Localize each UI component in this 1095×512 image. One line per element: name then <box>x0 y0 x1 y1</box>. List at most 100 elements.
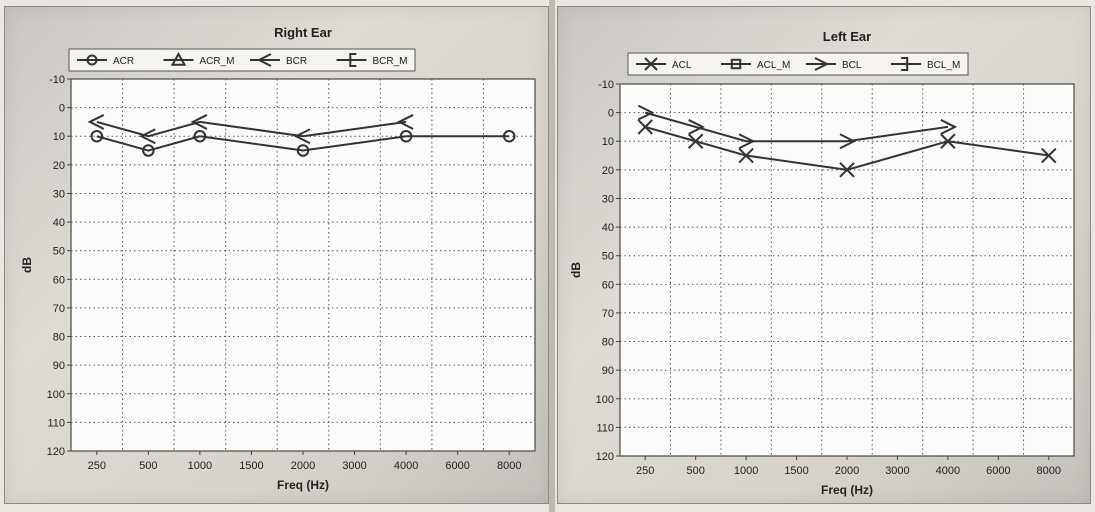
legend-label: ACR <box>113 56 134 67</box>
x-tick-label: 250 <box>636 465 654 477</box>
circle-shape <box>90 129 104 143</box>
x-tick-label: 3000 <box>885 465 909 477</box>
x-tick-label: 1000 <box>734 465 758 477</box>
x-tick-label: 500 <box>139 460 157 472</box>
y-tick-label: 10 <box>602 136 614 148</box>
legend-label: ACR_M <box>200 56 235 67</box>
chevron-shape <box>190 114 208 130</box>
legend-label: ACL <box>672 60 692 71</box>
chart-title: Left Ear <box>823 29 871 44</box>
data-point-acl <box>940 133 956 149</box>
data-point-acr <box>193 129 207 143</box>
data-point-bcl <box>738 133 756 150</box>
x-tick-label: 1000 <box>188 460 212 472</box>
legend-marker-x <box>644 57 658 71</box>
series-line-acl <box>644 125 1049 171</box>
x-stroke <box>738 147 754 164</box>
y-tick-label: 20 <box>602 165 614 177</box>
data-point-bcl <box>637 104 655 121</box>
chevron-shape <box>87 114 105 130</box>
y-axis-label: dB <box>569 262 583 278</box>
x-stroke <box>839 162 855 178</box>
chevron-shape <box>839 133 857 150</box>
y-axis-label: dB <box>20 257 34 273</box>
y-tick-label: 90 <box>602 365 614 377</box>
chevron-shape <box>940 119 958 135</box>
chevron-shape <box>738 133 756 150</box>
data-point-acr <box>502 129 516 143</box>
y-tick-label: 120 <box>596 451 614 463</box>
chevron-shape <box>688 119 705 135</box>
chart-title: Right Ear <box>274 25 332 40</box>
y-tick-label: -10 <box>598 79 614 91</box>
legend-label: BCR <box>286 56 307 67</box>
x-stroke <box>637 119 653 135</box>
legend-item: ACR_M <box>163 51 235 67</box>
legend-item: BCR <box>250 53 307 67</box>
x-tick-label: 8000 <box>1037 465 1061 477</box>
data-point-bcr <box>87 114 105 130</box>
triangle-shape <box>170 51 187 66</box>
x-tick-label: 1500 <box>784 465 808 477</box>
x-tick-label: 500 <box>686 465 704 477</box>
data-point-bcl <box>940 119 958 135</box>
y-tick-label: 0 <box>608 108 614 120</box>
circle-shape <box>193 129 207 143</box>
x-axis-label: Freq (Hz) <box>821 483 873 497</box>
legend-label: BCL_M <box>927 60 960 71</box>
x-tick-label: 2000 <box>291 460 315 472</box>
y-tick-label: 60 <box>53 274 65 286</box>
y-tick-label: 70 <box>602 308 614 320</box>
x-tick-label: 3000 <box>342 460 366 472</box>
y-tick-label: 100 <box>596 394 614 406</box>
chevron-shape <box>637 104 655 121</box>
legend-box <box>68 48 416 72</box>
legend-marker-triangle <box>170 51 187 66</box>
x-tick-label: 2000 <box>835 465 859 477</box>
data-point-bcr <box>293 128 311 145</box>
right-ear-panel: Right Ear ACR ACR_M BCR BCR_M -10 0 10 20 30 40 50 6… <box>4 6 549 504</box>
circle-shape <box>399 129 413 143</box>
chevron-shape <box>139 128 156 145</box>
series-line-bcl <box>644 111 949 143</box>
y-tick-label: 40 <box>602 222 614 234</box>
y-tick-label: 120 <box>47 446 65 458</box>
series-line-bcr <box>96 120 407 138</box>
x-stroke <box>687 133 704 149</box>
legend-marker-left-bracket <box>349 53 357 67</box>
x-tick-label: 4000 <box>394 460 418 472</box>
chevron-shape <box>814 57 830 71</box>
legend-marker-circle <box>86 54 98 66</box>
y-tick-label: 30 <box>602 193 614 205</box>
y-tick-label: 50 <box>602 251 614 263</box>
data-point-bcr <box>190 114 208 130</box>
data-point-acr <box>399 129 413 143</box>
y-tick-label: 70 <box>53 303 65 315</box>
data-point-acr <box>296 144 310 157</box>
legend-item: BCL_M <box>891 57 960 71</box>
x-stroke <box>644 57 658 71</box>
data-point-acl <box>839 162 855 178</box>
legend-label: BCR_M <box>373 56 408 67</box>
legend-item: ACL_M <box>721 58 790 71</box>
circle-shape <box>296 144 310 157</box>
y-tick-label: 20 <box>53 160 65 172</box>
legend-item: ACR <box>77 54 134 67</box>
data-point-acl <box>1041 147 1057 164</box>
data-point-acr <box>142 144 155 157</box>
legend-marker-square <box>730 58 742 70</box>
x-tick-label: 6000 <box>986 465 1010 477</box>
square-shape <box>730 58 742 70</box>
data-point-acl <box>687 133 704 149</box>
x-tick-label: 8000 <box>497 460 521 472</box>
x-tick-label: 6000 <box>445 460 469 472</box>
series-line-acr <box>96 135 510 152</box>
y-tick-label: 110 <box>596 422 614 434</box>
data-point-bcr <box>396 114 414 130</box>
circle-shape <box>86 54 98 66</box>
x-stroke <box>1041 147 1057 164</box>
data-point-acl <box>637 119 653 135</box>
y-tick-label: -10 <box>49 74 65 86</box>
y-tick-label: 80 <box>53 332 65 344</box>
bracket-shape <box>901 57 909 71</box>
